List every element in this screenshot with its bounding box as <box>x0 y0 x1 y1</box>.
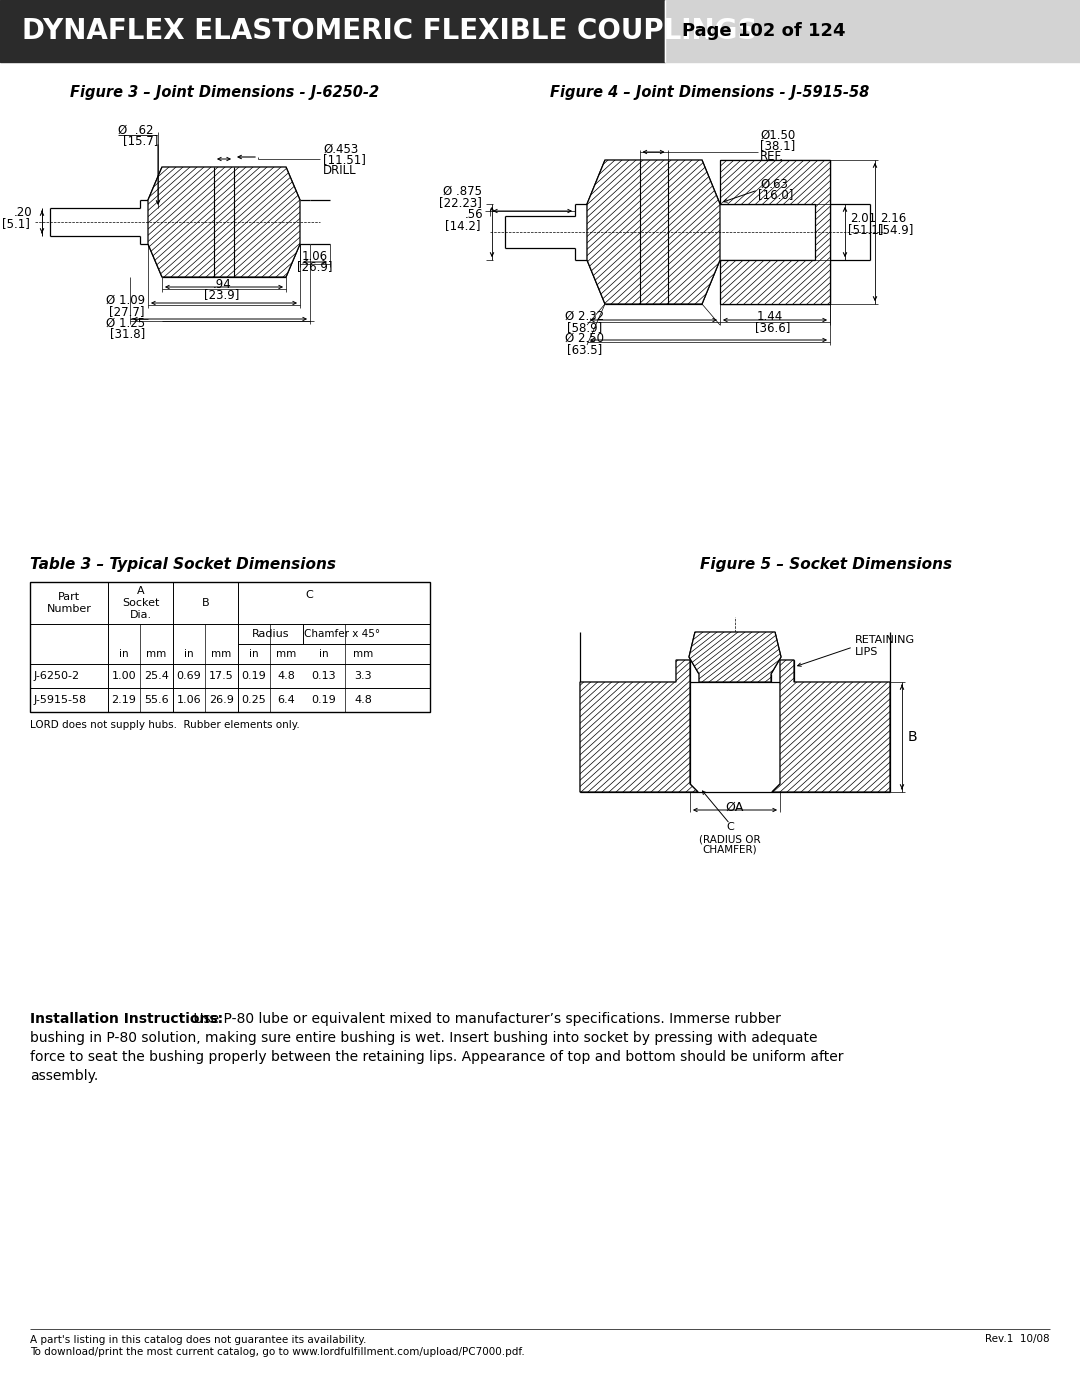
Text: [54.9]: [54.9] <box>878 224 914 236</box>
Text: DRILL: DRILL <box>323 165 356 177</box>
Text: 1.44: 1.44 <box>757 310 783 323</box>
PathPatch shape <box>588 161 720 305</box>
Text: 0.69: 0.69 <box>177 671 201 680</box>
Text: mm: mm <box>353 650 373 659</box>
Text: Table 3 – Typical Socket Dimensions: Table 3 – Typical Socket Dimensions <box>30 557 336 571</box>
Text: RETAINING: RETAINING <box>855 636 915 645</box>
Text: [15.7]: [15.7] <box>123 134 159 148</box>
Text: in: in <box>320 650 328 659</box>
Text: Ø 1.09: Ø 1.09 <box>106 293 145 306</box>
Text: DYNAFLEX ELASTOMERIC FLEXIBLE COUPLINGS: DYNAFLEX ELASTOMERIC FLEXIBLE COUPLINGS <box>22 17 757 45</box>
Text: Ø 2.50: Ø 2.50 <box>565 331 604 345</box>
Text: [31.8]: [31.8] <box>110 327 145 341</box>
Text: To download/print the most current catalog, go to www.lordfulfillment.com/upload: To download/print the most current catal… <box>30 1347 525 1356</box>
Text: ØA: ØA <box>726 800 744 813</box>
Text: C: C <box>726 821 734 833</box>
Text: mm: mm <box>276 650 297 659</box>
Text: Ø.63: Ø.63 <box>760 177 788 190</box>
PathPatch shape <box>772 659 890 792</box>
Text: mm: mm <box>147 650 166 659</box>
Text: Figure 5 – Socket Dimensions: Figure 5 – Socket Dimensions <box>700 557 953 571</box>
Text: Figure 4 – Joint Dimensions - J-5915-58: Figure 4 – Joint Dimensions - J-5915-58 <box>551 84 869 99</box>
Text: 1.00: 1.00 <box>111 671 136 680</box>
Text: force to seat the bushing properly between the retaining lips. Appearance of top: force to seat the bushing properly betwe… <box>30 1051 843 1065</box>
Text: C: C <box>306 590 313 599</box>
Text: Ø 2.32: Ø 2.32 <box>565 310 604 323</box>
Text: Ø.453: Ø.453 <box>323 142 359 155</box>
Bar <box>0 0 665 61</box>
Text: [26.9]: [26.9] <box>297 260 333 274</box>
Text: Chamfer x 45°: Chamfer x 45° <box>303 629 380 638</box>
Text: 3.3: 3.3 <box>354 671 372 680</box>
Text: 26.9: 26.9 <box>210 694 234 705</box>
Text: [11.51]: [11.51] <box>323 154 366 166</box>
Text: Use P-80 lube or equivalent mixed to manufacturer’s specifications. Immerse rubb: Use P-80 lube or equivalent mixed to man… <box>189 1011 781 1025</box>
Text: B: B <box>908 731 918 745</box>
PathPatch shape <box>148 168 300 277</box>
Text: Rev.1  10/08: Rev.1 10/08 <box>985 1334 1050 1344</box>
PathPatch shape <box>720 161 831 305</box>
Text: [22.23]: [22.23] <box>440 197 482 210</box>
Text: 2.16: 2.16 <box>880 211 906 225</box>
Text: [63.5]: [63.5] <box>567 344 603 356</box>
Text: Installation Instructions:: Installation Instructions: <box>30 1011 224 1025</box>
Text: J-5915-58: J-5915-58 <box>33 694 87 705</box>
Text: [27.7]: [27.7] <box>109 306 145 319</box>
Text: [14.2]: [14.2] <box>445 219 480 232</box>
Text: CHAMFER): CHAMFER) <box>703 845 757 855</box>
Text: Page 102 of 124: Page 102 of 124 <box>681 22 846 41</box>
Text: LORD does not supply hubs.  Rubber elements only.: LORD does not supply hubs. Rubber elemen… <box>30 719 300 731</box>
Text: Figure 3 – Joint Dimensions - J-6250-2: Figure 3 – Joint Dimensions - J-6250-2 <box>70 84 379 99</box>
Text: [16.0]: [16.0] <box>758 189 794 201</box>
PathPatch shape <box>689 631 781 682</box>
Text: [58.9]: [58.9] <box>567 321 603 334</box>
Text: Part
Number: Part Number <box>46 592 92 613</box>
Text: in: in <box>249 650 259 659</box>
PathPatch shape <box>580 659 698 792</box>
Text: 1.06: 1.06 <box>302 250 328 263</box>
Text: [36.6]: [36.6] <box>755 321 791 334</box>
Bar <box>665 0 1080 61</box>
Text: bushing in P-80 solution, making sure entire bushing is wet. Insert bushing into: bushing in P-80 solution, making sure en… <box>30 1031 818 1045</box>
Text: J-6250-2: J-6250-2 <box>33 671 80 680</box>
Text: REF.: REF. <box>760 151 784 163</box>
Text: [38.1]: [38.1] <box>760 140 795 152</box>
Text: 4.8: 4.8 <box>354 694 372 705</box>
Text: 0.25: 0.25 <box>242 694 267 705</box>
Text: 2.19: 2.19 <box>111 694 136 705</box>
Text: .94: .94 <box>213 278 231 291</box>
Text: 2.01: 2.01 <box>850 211 876 225</box>
Text: mm: mm <box>212 650 231 659</box>
Text: in: in <box>185 650 193 659</box>
Text: .56: .56 <box>464 208 483 221</box>
Text: 25.4: 25.4 <box>144 671 168 680</box>
Text: LIPS: LIPS <box>855 647 878 657</box>
Text: assembly.: assembly. <box>30 1069 98 1083</box>
Text: Ø .875: Ø .875 <box>443 184 482 197</box>
Text: Ø  .62: Ø .62 <box>118 123 153 137</box>
Text: 0.13: 0.13 <box>312 671 336 680</box>
Text: [51.1]: [51.1] <box>848 224 883 236</box>
Text: .20: .20 <box>13 205 32 218</box>
Text: B: B <box>202 598 210 608</box>
Text: 17.5: 17.5 <box>210 671 234 680</box>
Text: [23.9]: [23.9] <box>204 289 240 302</box>
Text: Ø 1.25: Ø 1.25 <box>106 317 145 330</box>
Text: 6.4: 6.4 <box>278 694 295 705</box>
Bar <box>30 583 430 712</box>
Text: A
Socket
Dia.: A Socket Dia. <box>122 587 159 620</box>
Text: Radius: Radius <box>252 629 289 638</box>
Text: in: in <box>119 650 129 659</box>
Text: 4.8: 4.8 <box>278 671 296 680</box>
Text: Ø1.50: Ø1.50 <box>760 129 795 141</box>
Text: 1.06: 1.06 <box>177 694 201 705</box>
Text: 0.19: 0.19 <box>312 694 336 705</box>
Text: 0.19: 0.19 <box>242 671 267 680</box>
Text: [5.1]: [5.1] <box>2 218 30 231</box>
Text: A part's listing in this catalog does not guarantee its availability.: A part's listing in this catalog does no… <box>30 1336 366 1345</box>
Text: (RADIUS OR: (RADIUS OR <box>699 834 760 844</box>
Text: 55.6: 55.6 <box>145 694 168 705</box>
